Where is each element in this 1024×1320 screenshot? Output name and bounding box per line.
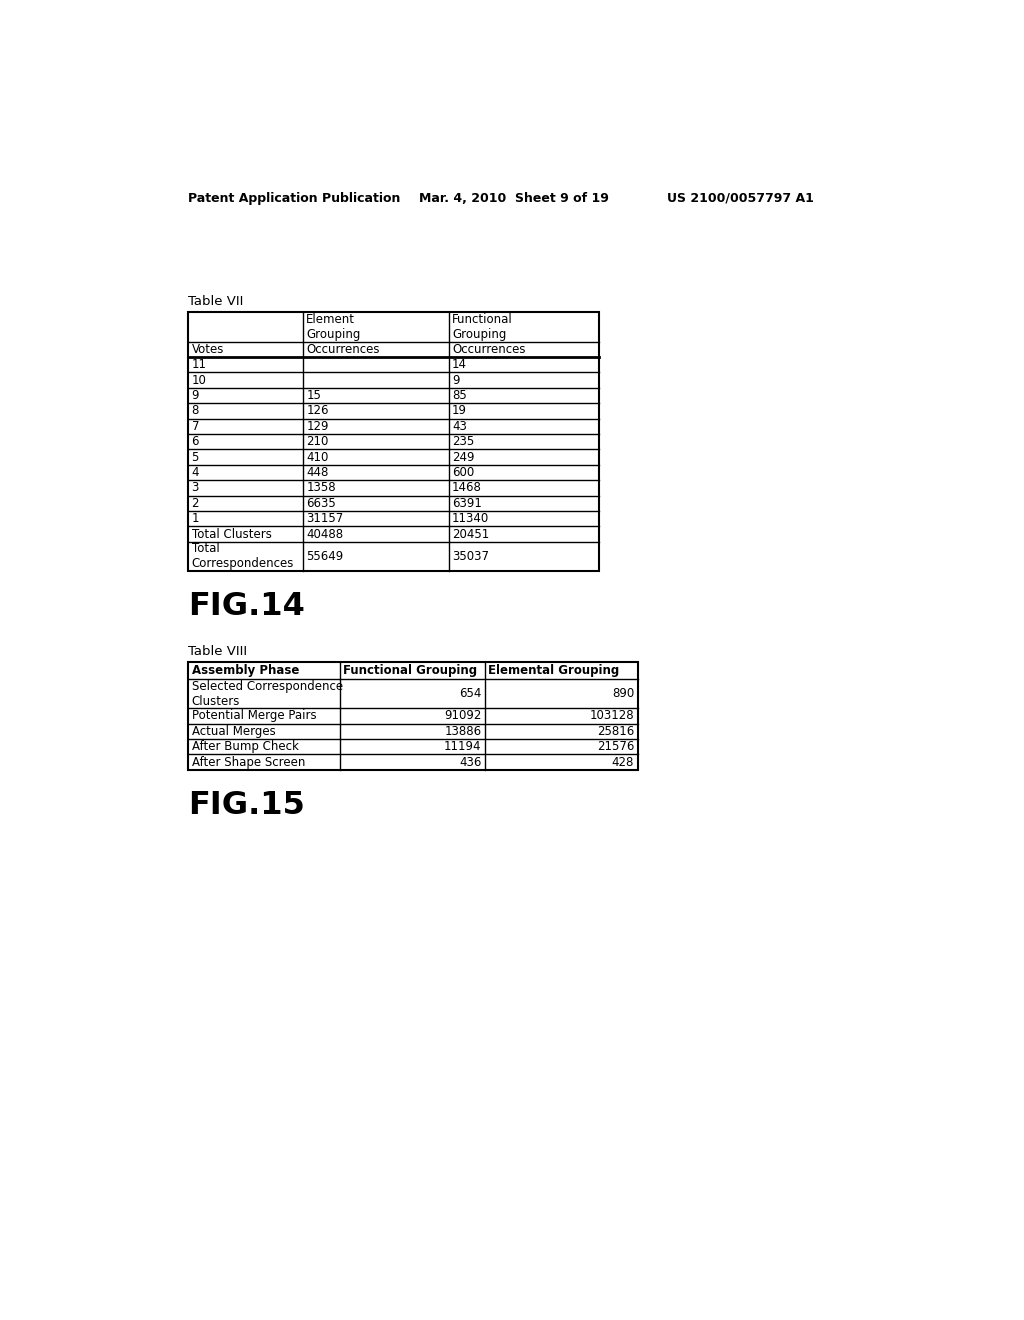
Text: 249: 249 <box>452 450 474 463</box>
Text: Patent Application Publication: Patent Application Publication <box>188 191 400 205</box>
Text: 890: 890 <box>611 686 634 700</box>
Text: 3: 3 <box>191 482 199 495</box>
Text: 85: 85 <box>452 389 467 403</box>
Text: After Bump Check: After Bump Check <box>191 741 298 754</box>
Text: Total Clusters: Total Clusters <box>191 528 271 541</box>
Text: 210: 210 <box>306 436 329 449</box>
Text: 5: 5 <box>191 450 199 463</box>
Text: Occurrences: Occurrences <box>452 343 525 356</box>
Bar <box>188 313 599 572</box>
Text: 235: 235 <box>452 436 474 449</box>
Text: 654: 654 <box>459 686 481 700</box>
Text: 91092: 91092 <box>444 709 481 722</box>
Text: 25816: 25816 <box>597 725 634 738</box>
Text: 31157: 31157 <box>306 512 343 525</box>
Text: Table VIII: Table VIII <box>188 644 248 657</box>
Text: 428: 428 <box>611 755 634 768</box>
Text: 448: 448 <box>306 466 329 479</box>
Text: Total
Correspondences: Total Correspondences <box>191 543 294 570</box>
Text: 11194: 11194 <box>443 741 481 754</box>
Text: 21576: 21576 <box>597 741 634 754</box>
Text: FIG.15: FIG.15 <box>188 789 305 821</box>
Text: 20451: 20451 <box>452 528 489 541</box>
Text: 600: 600 <box>452 466 474 479</box>
Text: Elemental Grouping: Elemental Grouping <box>488 664 620 677</box>
Text: 436: 436 <box>459 755 481 768</box>
Text: Mar. 4, 2010  Sheet 9 of 19: Mar. 4, 2010 Sheet 9 of 19 <box>419 191 608 205</box>
Text: 126: 126 <box>306 404 329 417</box>
Text: 11340: 11340 <box>452 512 489 525</box>
Text: 9: 9 <box>191 389 199 403</box>
Text: 11: 11 <box>191 358 207 371</box>
Text: 6: 6 <box>191 436 199 449</box>
Text: Functional Grouping: Functional Grouping <box>343 664 477 677</box>
Text: 1468: 1468 <box>452 482 482 495</box>
Text: Assembly Phase: Assembly Phase <box>191 664 299 677</box>
Text: 6635: 6635 <box>306 496 336 510</box>
Text: 103128: 103128 <box>590 709 634 722</box>
Text: 1: 1 <box>191 512 199 525</box>
Text: FIG.14: FIG.14 <box>188 591 305 622</box>
Text: 19: 19 <box>452 404 467 417</box>
Text: 8: 8 <box>191 404 199 417</box>
Text: 6391: 6391 <box>452 496 482 510</box>
Text: 4: 4 <box>191 466 199 479</box>
Text: Table VII: Table VII <box>188 296 244 308</box>
Text: 14: 14 <box>452 358 467 371</box>
Text: 13886: 13886 <box>444 725 481 738</box>
Text: US 2100/0057797 A1: US 2100/0057797 A1 <box>667 191 813 205</box>
Text: Actual Merges: Actual Merges <box>191 725 275 738</box>
Bar <box>188 663 638 770</box>
Text: 55649: 55649 <box>306 550 343 564</box>
Text: Selected Correspondence
Clusters: Selected Correspondence Clusters <box>191 680 343 708</box>
Text: Potential Merge Pairs: Potential Merge Pairs <box>191 709 316 722</box>
Text: 9: 9 <box>452 374 460 387</box>
Text: 43: 43 <box>452 420 467 433</box>
Text: 129: 129 <box>306 420 329 433</box>
Text: 410: 410 <box>306 450 329 463</box>
Text: 7: 7 <box>191 420 199 433</box>
Text: Votes: Votes <box>191 343 224 356</box>
Text: Functional
Grouping: Functional Grouping <box>452 313 513 341</box>
Text: 1358: 1358 <box>306 482 336 495</box>
Text: 10: 10 <box>191 374 207 387</box>
Text: 2: 2 <box>191 496 199 510</box>
Text: Occurrences: Occurrences <box>306 343 380 356</box>
Text: 15: 15 <box>306 389 322 403</box>
Text: Element
Grouping: Element Grouping <box>306 313 360 341</box>
Text: 40488: 40488 <box>306 528 343 541</box>
Text: After Shape Screen: After Shape Screen <box>191 755 305 768</box>
Text: 35037: 35037 <box>452 550 488 564</box>
